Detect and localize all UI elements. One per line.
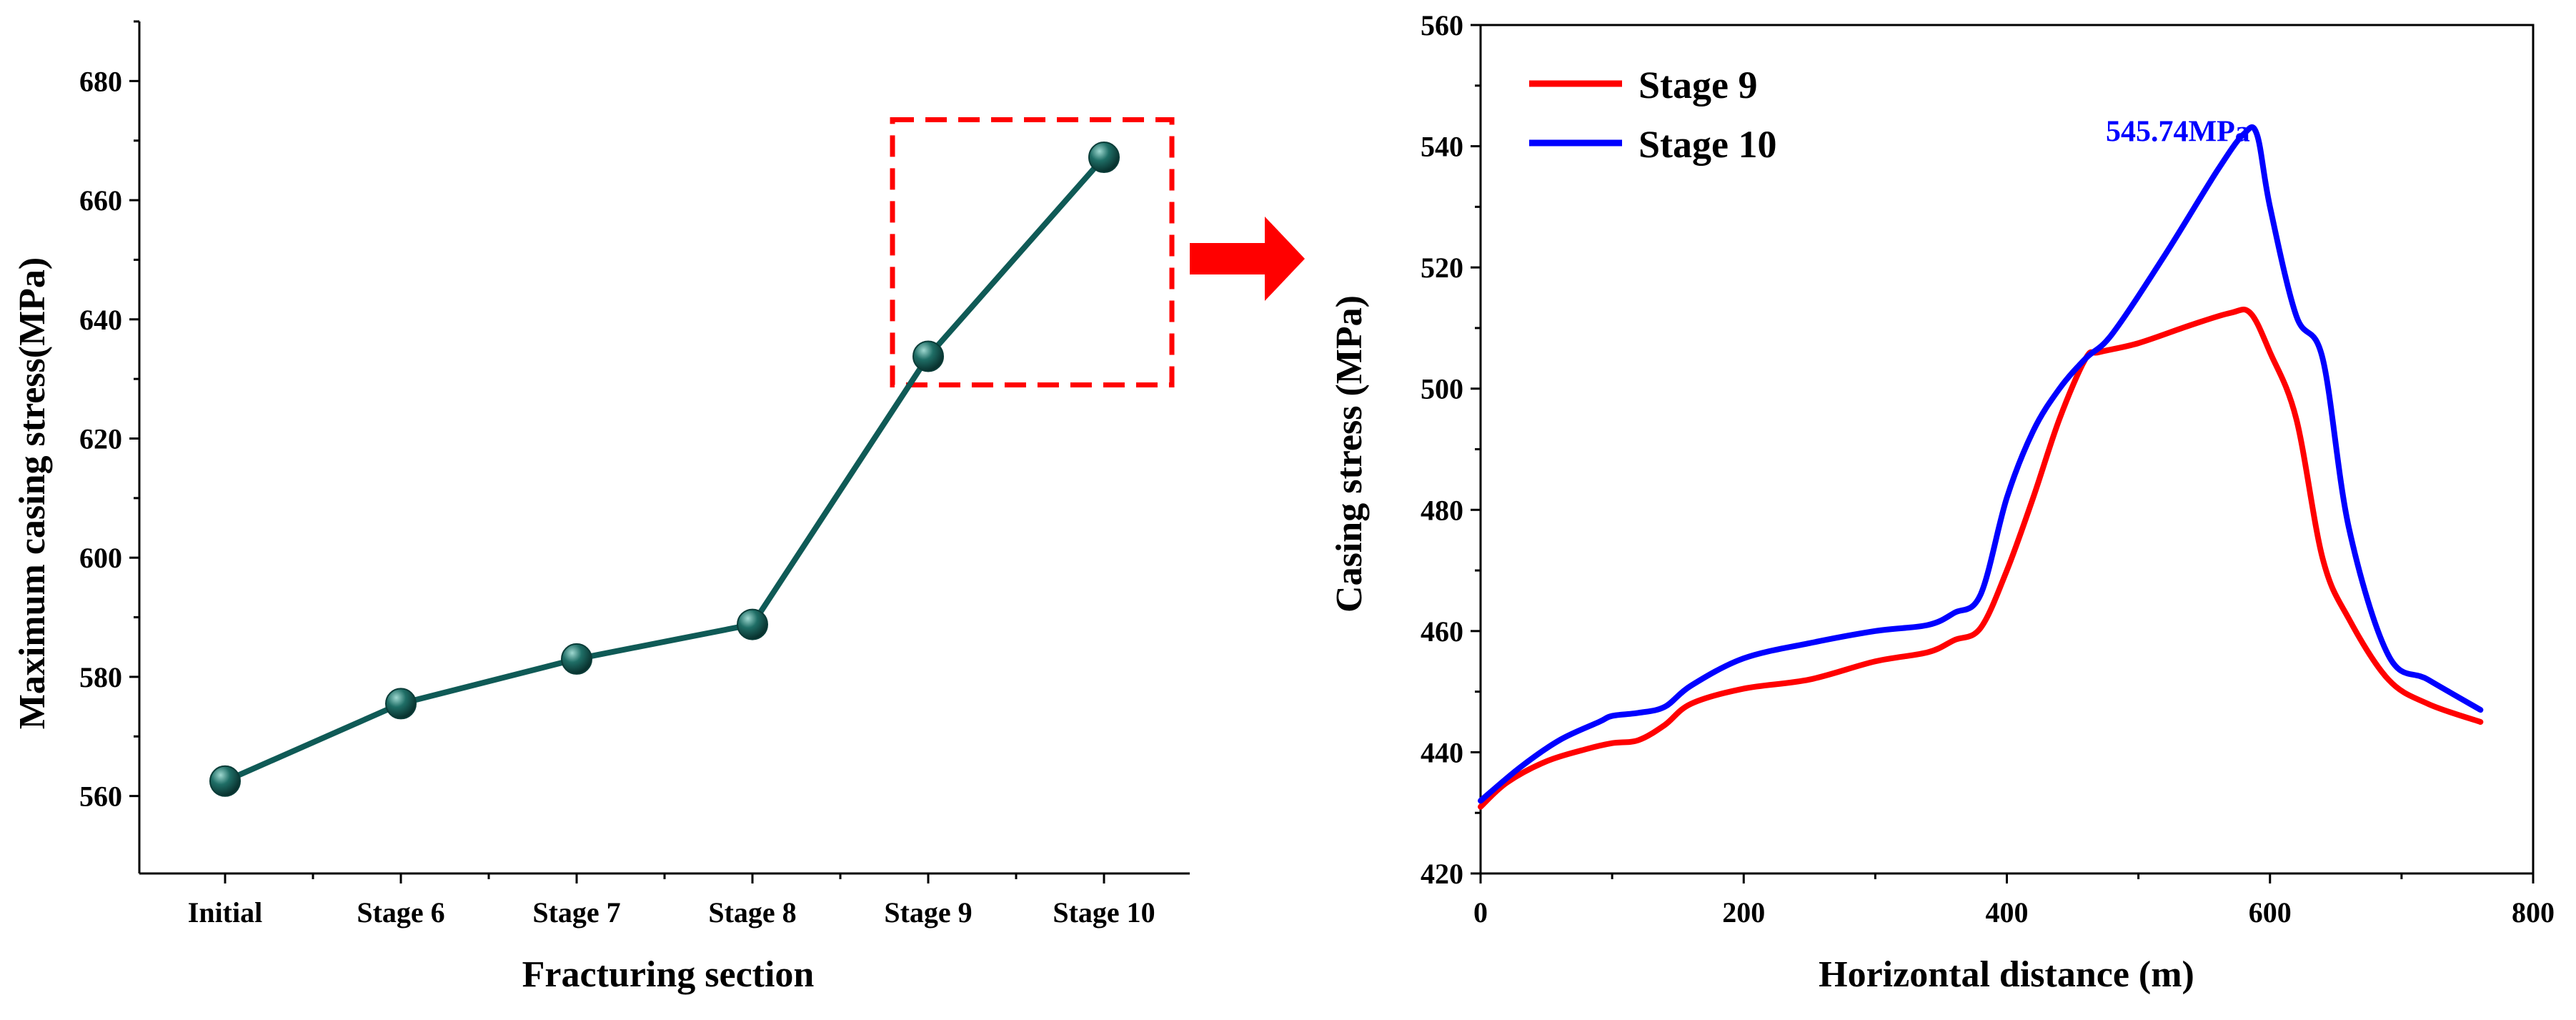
left-x-tick-label-stage-10: Stage 10 [1053, 896, 1155, 929]
right-y-tick-label: 480 [1421, 494, 1463, 526]
left-y-tick-label: 680 [79, 65, 122, 97]
left-point-stage-6 [385, 688, 417, 720]
left-point-stage-8 [737, 608, 768, 640]
right-y-tick-label: 520 [1421, 252, 1463, 284]
right-y-tick-label: 420 [1421, 858, 1463, 890]
legend-label-stage-9: Stage 9 [1638, 64, 1757, 107]
right-y-tick-label: 440 [1421, 736, 1463, 768]
left-y-tick-label: 660 [79, 184, 122, 217]
right-chart-axes: 420 440 460 480 500 520 540 560 0 200 400 600 800 [1421, 9, 2555, 929]
left-x-tick-label-stage-8: Stage 8 [708, 896, 796, 929]
left-point-initial [209, 765, 241, 797]
left-chart-y-axis-title: Maximum casing stress(MPa) [12, 257, 53, 730]
right-chart: 420 440 460 480 500 520 540 560 0 200 400 600 800 St… [1329, 9, 2555, 995]
right-y-tick-label: 460 [1421, 615, 1463, 648]
right-chart-y-axis-title: Casing stress (MPa) [1329, 295, 1370, 613]
left-x-tick-label-stage-9: Stage 9 [884, 896, 972, 929]
right-x-tick-label: 400 [1986, 896, 2029, 929]
right-chart-legend: Stage 9 Stage 10 [1529, 64, 1776, 166]
left-y-tick-label: 620 [79, 422, 122, 455]
right-arrow-icon [1190, 217, 1305, 301]
legend-label-stage-10: Stage 10 [1638, 123, 1776, 166]
left-chart-series [209, 142, 1120, 797]
right-chart-x-axis-title: Horizontal distance (m) [1819, 954, 2194, 995]
left-point-stage-10 [1088, 142, 1120, 174]
right-x-tick-label: 200 [1722, 896, 1765, 929]
right-y-tick-label: 500 [1421, 373, 1463, 405]
left-series-line [224, 155, 1106, 784]
right-x-tick-label: 0 [1473, 896, 1488, 929]
left-chart-x-axis-title: Fracturing section [522, 954, 815, 995]
left-y-tick-label: 580 [79, 661, 122, 693]
left-point-stage-9 [912, 340, 944, 372]
left-point-stage-7 [561, 643, 592, 675]
left-chart-axes: 560 580 600 620 640 660 680 Initial Stage 6 Stage… [79, 20, 1190, 929]
highlight-dashed-box [890, 117, 1175, 387]
left-x-tick-label-initial: Initial [188, 896, 262, 929]
peak-annotation: 545.74MPa [2106, 115, 2250, 148]
series-line-stage-9 [1478, 306, 2484, 810]
right-y-tick-label: 540 [1421, 131, 1463, 163]
left-y-tick-label: 640 [79, 304, 122, 336]
left-chart: 560 580 600 620 640 660 680 Initial Stage 6 Stage… [12, 20, 1190, 995]
left-chart-highlight-box [890, 117, 1175, 387]
left-x-tick-label-stage-7: Stage 7 [532, 896, 620, 929]
right-x-tick-label: 800 [2512, 896, 2555, 929]
left-x-tick-label-stage-6: Stage 6 [357, 896, 444, 929]
right-y-tick-label: 560 [1421, 9, 1463, 41]
left-y-tick-label: 560 [79, 781, 122, 813]
right-chart-series [1478, 124, 2484, 810]
series-line-stage-10 [1478, 124, 2484, 804]
left-y-tick-label: 600 [79, 542, 122, 574]
arrow-shape [1190, 217, 1305, 301]
right-x-tick-label: 600 [2249, 896, 2292, 929]
